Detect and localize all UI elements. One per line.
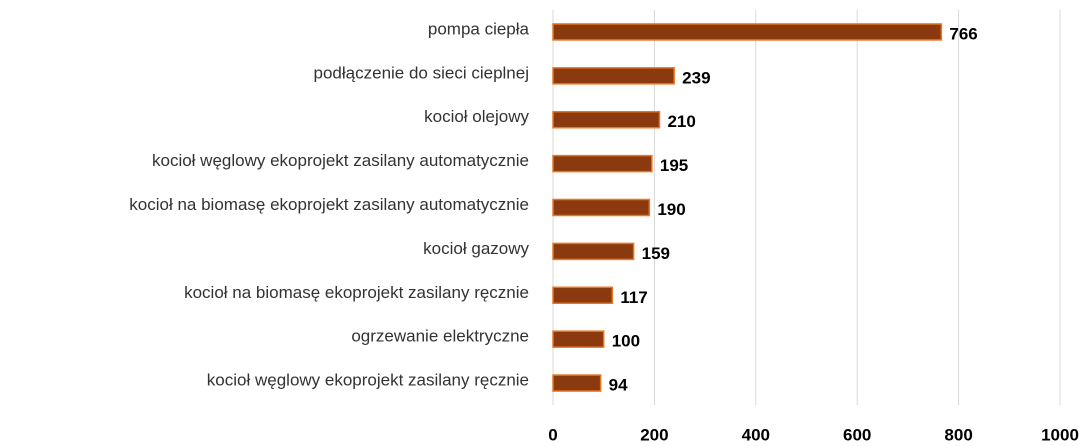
y-tick-label: kocioł gazowy [423,239,529,258]
value-label: 190 [657,200,685,219]
value-label: 159 [642,244,670,263]
y-tick-label: kocioł olejowy [424,107,529,126]
value-label: 239 [682,68,710,87]
bar [552,242,635,261]
y-tick-label: podłączenie do sieci cieplnej [314,63,529,82]
bar [552,110,661,129]
bar [552,330,605,348]
value-label: 195 [660,156,688,175]
y-tick-label: kocioł na biomasę ekoprojekt zasilany rę… [184,283,529,302]
x-tick-label: 400 [742,425,770,444]
bar [552,198,651,217]
y-tick-label: pompa ciepła [428,19,530,38]
value-label: 766 [949,24,977,43]
value-label: 94 [609,376,628,395]
bar [552,23,943,41]
x-tick-label: 1000 [1041,425,1079,444]
bar [552,374,602,392]
value-label: 117 [620,288,647,307]
bar [552,286,614,305]
x-tick-label: 200 [640,425,668,444]
y-tick-label: ogrzewanie elektryczne [351,327,529,346]
bar [552,67,675,85]
y-tick-label: kocioł węglowy ekoprojekt zasilany autom… [152,151,529,170]
y-tick-label: kocioł na biomasę ekoprojekt zasilany au… [129,195,529,214]
x-tick-label: 800 [944,425,972,444]
bar [552,154,653,173]
value-label: 210 [667,112,695,131]
x-tick-label: 600 [843,425,871,444]
x-tick-label: 0 [548,425,557,444]
value-label: 100 [612,332,640,351]
y-tick-label: kocioł węglowy ekoprojekt zasilany ręczn… [207,371,529,390]
